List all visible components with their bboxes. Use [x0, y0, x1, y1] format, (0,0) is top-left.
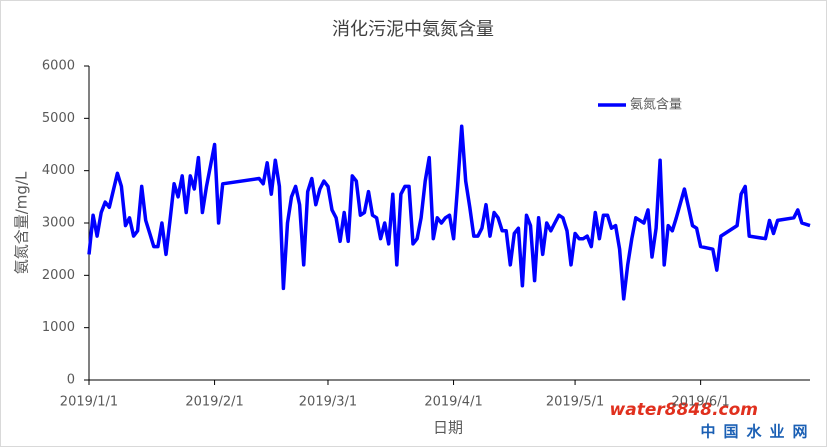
- x-tick-label: 2019/2/1: [185, 395, 243, 410]
- y-tick-label: 2000: [42, 268, 75, 283]
- y-tick-label: 1000: [42, 320, 75, 335]
- x-tick-label: 2019/6/1: [671, 395, 729, 410]
- x-tick-label: 2019/5/1: [546, 395, 604, 410]
- y-tick-label: 3000: [42, 216, 75, 231]
- y-tick-label: 4000: [42, 163, 75, 178]
- x-tick-label: 2019/1/1: [60, 395, 118, 410]
- legend-label: 氨氮含量: [630, 97, 682, 113]
- y-tick-label: 6000: [42, 59, 75, 74]
- x-axis-title: 日期: [433, 419, 463, 437]
- watermark-name: 中国水业网: [700, 423, 815, 441]
- chart-title: 消化污泥中氨氮含量: [332, 19, 494, 40]
- y-axis-title: 氨氮含量/mg/L: [13, 171, 31, 274]
- x-tick-label: 2019/4/1: [424, 395, 482, 410]
- y-tick-label: 5000: [42, 111, 75, 126]
- data-line: [87, 124, 811, 301]
- watermark-site: water8848.com: [610, 400, 758, 420]
- x-tick-label: 2019/3/1: [299, 395, 357, 410]
- y-tick-label: 0: [67, 373, 75, 388]
